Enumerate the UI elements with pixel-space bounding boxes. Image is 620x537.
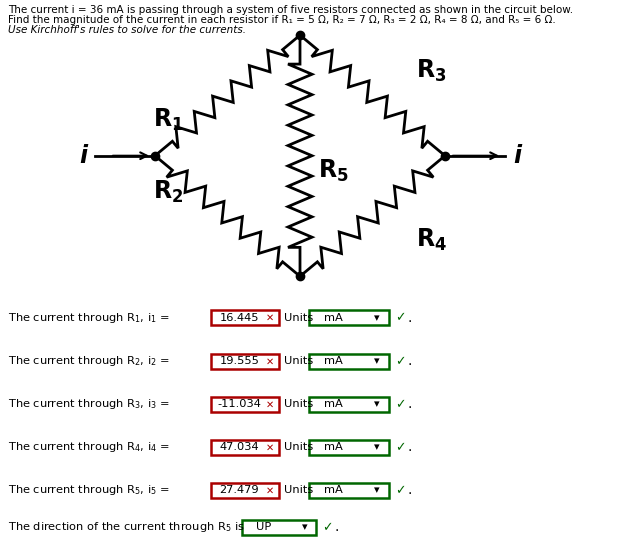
Text: Use Kirchhoff's rules to solve for the currents.: Use Kirchhoff's rules to solve for the c… xyxy=(8,25,246,35)
Text: $\mathbf{R_2}$: $\mathbf{R_2}$ xyxy=(153,179,184,205)
Text: .: . xyxy=(408,440,412,454)
Text: 27.479: 27.479 xyxy=(219,485,259,495)
Text: mA: mA xyxy=(324,485,342,495)
Text: .: . xyxy=(408,397,412,411)
Text: Find the magnitude of the current in each resistor if R₁ = 5 Ω, R₂ = 7 Ω, R₃ = 2: Find the magnitude of the current in eac… xyxy=(8,15,556,25)
Text: .: . xyxy=(408,354,412,368)
Text: 16.445: 16.445 xyxy=(219,313,259,323)
Text: Units: Units xyxy=(284,313,313,323)
Text: ▾: ▾ xyxy=(302,523,308,532)
Text: ✓: ✓ xyxy=(396,398,406,411)
Text: ▾: ▾ xyxy=(374,357,380,366)
Text: ✕: ✕ xyxy=(266,400,274,409)
Text: Units: Units xyxy=(284,357,313,366)
Text: i: i xyxy=(513,144,521,168)
Text: 19.555: 19.555 xyxy=(219,357,259,366)
Text: The current i = 36 mA is passing through a system of five resistors connected as: The current i = 36 mA is passing through… xyxy=(8,5,573,16)
Text: mA: mA xyxy=(324,357,342,366)
Text: ▾: ▾ xyxy=(374,400,380,409)
Text: mA: mA xyxy=(324,442,342,452)
Text: $\mathbf{R_4}$: $\mathbf{R_4}$ xyxy=(416,227,447,253)
Text: ✓: ✓ xyxy=(396,311,406,324)
Text: ✓: ✓ xyxy=(396,484,406,497)
Text: ✕: ✕ xyxy=(266,313,274,323)
Text: The current through R$_5$, i$_5$ =: The current through R$_5$, i$_5$ = xyxy=(8,483,171,497)
Text: Units: Units xyxy=(284,485,313,495)
Text: -11.034: -11.034 xyxy=(218,400,262,409)
Text: .: . xyxy=(335,520,339,534)
Text: ▾: ▾ xyxy=(374,442,380,452)
Text: ▾: ▾ xyxy=(374,313,380,323)
Text: ✓: ✓ xyxy=(322,521,333,534)
Text: UP: UP xyxy=(257,523,272,532)
Text: ✕: ✕ xyxy=(266,485,274,495)
Text: The current through R$_1$, i$_1$ =: The current through R$_1$, i$_1$ = xyxy=(8,311,171,325)
Text: .: . xyxy=(408,311,412,325)
Text: mA: mA xyxy=(324,400,342,409)
Text: $\mathbf{R_3}$: $\mathbf{R_3}$ xyxy=(416,58,447,84)
Text: The direction of the current through R$_5$ is: The direction of the current through R$_… xyxy=(8,520,245,534)
Text: .: . xyxy=(408,483,412,497)
Text: Units: Units xyxy=(284,442,313,452)
Text: 47.034: 47.034 xyxy=(219,442,259,452)
Text: ✓: ✓ xyxy=(396,441,406,454)
Text: ✕: ✕ xyxy=(266,357,274,366)
Text: ✕: ✕ xyxy=(266,442,274,452)
Text: The current through R$_4$, i$_4$ =: The current through R$_4$, i$_4$ = xyxy=(8,440,171,454)
Text: mA: mA xyxy=(324,313,342,323)
Text: Units: Units xyxy=(284,400,313,409)
Text: i: i xyxy=(79,144,87,168)
Text: $\mathbf{R_1}$: $\mathbf{R_1}$ xyxy=(153,106,184,133)
Text: The current through R$_2$, i$_2$ =: The current through R$_2$, i$_2$ = xyxy=(8,354,171,368)
Text: $\mathbf{R_5}$: $\mathbf{R_5}$ xyxy=(318,158,349,184)
Text: The current through R$_3$, i$_3$ =: The current through R$_3$, i$_3$ = xyxy=(8,397,171,411)
Text: ✓: ✓ xyxy=(396,355,406,368)
Text: ▾: ▾ xyxy=(374,485,380,495)
